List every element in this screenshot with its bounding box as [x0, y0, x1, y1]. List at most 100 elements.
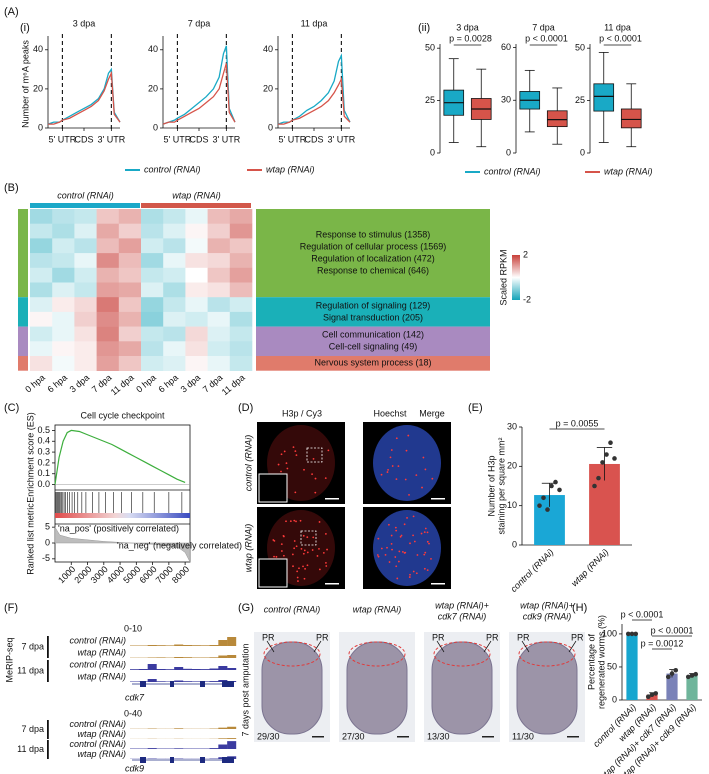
pr-label: PR — [571, 632, 584, 642]
nucleus-dot — [409, 573, 411, 576]
nucleus-dot — [420, 532, 423, 535]
heat-cell — [229, 209, 253, 224]
nucleus-dot — [390, 543, 393, 545]
bar — [686, 675, 698, 700]
worm-outline — [373, 425, 441, 501]
pr-label: PR — [517, 632, 530, 642]
coverage-bin — [156, 657, 166, 658]
heat-cell — [52, 326, 75, 342]
heat-cell — [30, 311, 53, 327]
scale-bar — [567, 736, 579, 738]
annotation: p = 0.0012 — [641, 638, 684, 648]
x-tick-label: CDS — [189, 134, 208, 144]
sub-label: (i) — [20, 22, 30, 34]
nucleus-dot — [412, 515, 415, 518]
heat-cell — [96, 267, 120, 283]
term-box — [256, 209, 490, 298]
nucleus-dot — [424, 527, 427, 530]
pr-arrow — [568, 640, 577, 653]
y-tick-label: 0.3 — [37, 446, 50, 456]
nucleus-dot — [303, 468, 305, 471]
heat-cell — [74, 209, 97, 224]
heat-cell — [207, 209, 231, 224]
data-point — [592, 483, 597, 489]
nucleus-dot — [422, 456, 425, 459]
legend-label: wtap (RNAi) — [604, 166, 653, 176]
annotation: p = 0.0028 — [449, 33, 492, 43]
x-tick-label: control (RNAi) — [509, 547, 556, 594]
heat-cell — [96, 238, 120, 254]
nucleus-dot — [423, 531, 426, 534]
heat-cell — [52, 341, 75, 357]
heat-cell — [118, 238, 142, 254]
pr-arrow — [313, 640, 322, 653]
coverage-bin — [209, 668, 219, 670]
heat-cell — [74, 238, 97, 254]
data-point — [608, 440, 613, 446]
heat-cell — [74, 356, 97, 371]
panel-label: (B) — [4, 182, 19, 194]
heat-cell — [163, 326, 186, 342]
nucleus-dot — [406, 517, 408, 519]
y-tick-label: 0 — [506, 147, 511, 157]
annotation: p < 0.0001 — [651, 625, 694, 635]
coverage-bin — [138, 645, 148, 646]
heat-cell — [185, 326, 208, 342]
heat-cell — [141, 356, 164, 371]
track-label: wtap (RNAi) — [77, 647, 126, 657]
nucleus-dot — [426, 531, 429, 534]
coverage-bin — [218, 727, 228, 729]
y-tick-label: 0.0 — [37, 479, 50, 489]
heat-cell — [163, 282, 186, 298]
annotation: p < 0.0001 — [525, 33, 568, 43]
heat-cell — [52, 253, 75, 269]
exon — [200, 681, 205, 687]
heat-cell — [207, 282, 231, 298]
coverage-bin — [218, 738, 228, 739]
heat-cell — [141, 297, 164, 313]
nucleus-dot — [292, 565, 294, 568]
roi — [300, 530, 317, 546]
nucleus-dot — [293, 547, 296, 550]
nucleus-dot — [295, 545, 298, 548]
x-tick-label: 3' UTR — [327, 134, 355, 144]
heat-cell — [74, 297, 97, 313]
heat-cell — [74, 341, 97, 357]
nucleus-dot — [403, 552, 406, 554]
nucleus-dot — [294, 450, 297, 452]
coverage-bin — [147, 664, 157, 670]
bar — [666, 673, 678, 700]
nucleus-dot — [401, 550, 404, 553]
count: 27/30 — [342, 731, 365, 741]
coverage-bin — [156, 645, 166, 646]
coverage-bin — [174, 667, 184, 670]
legend-label: wtap (RNAi) — [266, 164, 315, 174]
nucleus-dot — [409, 542, 411, 545]
go-term: Nervous system process (18) — [314, 358, 431, 368]
nucleus-dot — [431, 477, 434, 480]
heat-cell — [229, 341, 253, 357]
nucleus-dot — [311, 473, 313, 476]
nucleus-dot — [277, 463, 280, 466]
heat-cell — [207, 297, 231, 313]
panel-label: (F) — [4, 602, 18, 614]
nucleus-dot — [280, 470, 282, 473]
colorbar-tick: -2 — [523, 294, 531, 304]
col-label: Merge — [419, 408, 445, 418]
nucleus-dot — [423, 567, 426, 570]
bar — [646, 694, 658, 700]
annotation: p < 0.0001 — [621, 609, 664, 619]
heat-cell — [74, 311, 97, 327]
heat-cell — [52, 282, 75, 298]
heat-cell — [207, 311, 231, 327]
nucleus-dot — [273, 555, 275, 558]
data-point — [549, 483, 554, 489]
track-label: control (RNAi) — [69, 635, 126, 645]
x-tick-label: 3' UTR — [212, 134, 240, 144]
panel-label: (D) — [238, 402, 253, 414]
nucleus-dot — [384, 554, 387, 556]
nucleus-dot — [395, 437, 398, 440]
pr-arrow — [521, 640, 530, 653]
y-tick-label: 20 — [507, 461, 517, 471]
